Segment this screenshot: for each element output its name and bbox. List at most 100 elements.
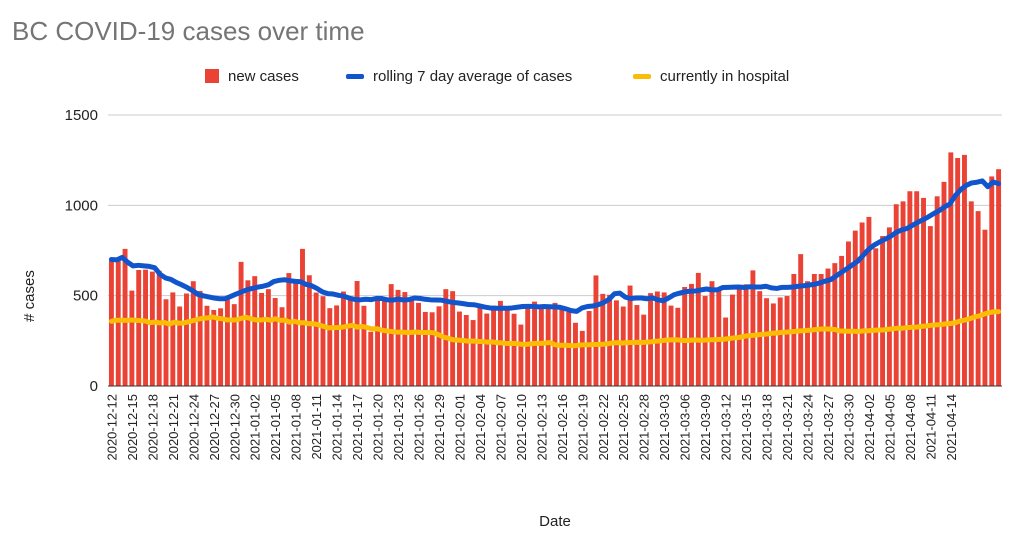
bar [962, 154, 967, 386]
bar [320, 296, 326, 386]
bar [832, 263, 838, 386]
bar [689, 283, 694, 386]
bar [914, 191, 920, 386]
x-tick-label: 2021-01-05 [268, 394, 283, 461]
bar [798, 254, 804, 386]
bar [805, 281, 810, 386]
bar [177, 306, 183, 386]
bar [122, 248, 128, 386]
bar [184, 293, 189, 386]
bar [900, 201, 906, 386]
bar [136, 270, 142, 386]
bar [839, 255, 845, 386]
bar [354, 281, 360, 386]
series-line-hospital [108, 309, 1002, 349]
legend-label: currently in hospital [660, 67, 790, 85]
chart-legend: new cases rolling 7 day average of cases… [0, 64, 1024, 88]
bar [395, 289, 401, 386]
bar [218, 308, 224, 386]
bar [573, 322, 578, 386]
bar [989, 176, 995, 386]
bar [156, 270, 162, 386]
bar [873, 248, 879, 386]
bar [259, 292, 265, 386]
x-tick-label: 2021-01-02 [248, 394, 263, 461]
bar [968, 201, 974, 386]
x-tick-label: 2021-01-29 [432, 394, 447, 461]
x-tick-label: 2021-02-01 [452, 394, 467, 461]
bar [409, 298, 415, 386]
bar [941, 181, 947, 386]
bar [143, 269, 148, 386]
legend-swatch-line [346, 73, 364, 79]
x-tick-label: 2021-02-07 [493, 394, 508, 461]
bar [641, 314, 647, 386]
y-axis-title: # cases [21, 270, 38, 322]
bar [477, 307, 483, 386]
y-tick-label: 500 [73, 288, 98, 305]
legend-item-new-cases[interactable]: new cases [205, 64, 299, 88]
bar [224, 297, 230, 386]
bar [375, 299, 381, 386]
bar [204, 305, 210, 386]
bar [955, 157, 961, 386]
bar [422, 311, 428, 386]
x-tick-label: 2021-03-21 [780, 394, 795, 461]
x-tick-label: 2021-01-08 [289, 394, 304, 461]
bar [470, 320, 476, 386]
bar [252, 276, 258, 386]
x-tick-label: 2021-03-09 [698, 394, 713, 461]
x-tick-label: 2021-03-12 [719, 394, 734, 461]
bar [709, 281, 715, 386]
x-tick-label: 2021-02-16 [555, 394, 570, 461]
bar [340, 291, 346, 386]
x-tick-label: 2021-01-11 [309, 394, 324, 460]
x-tick-label: 2021-02-28 [637, 394, 652, 461]
bar [996, 169, 1002, 386]
bar [750, 270, 756, 386]
bar [723, 317, 729, 386]
bar [934, 196, 940, 386]
legend-item-hospital[interactable]: currently in hospital [633, 64, 789, 88]
bar [170, 292, 176, 386]
x-tick-label: 2021-04-11 [923, 394, 938, 460]
bar [770, 303, 776, 386]
bar [634, 305, 640, 386]
bar [907, 191, 913, 386]
bar [313, 292, 319, 386]
bar [668, 305, 674, 386]
bar [593, 275, 599, 386]
x-tick-label: 2021-02-10 [514, 394, 529, 461]
x-tick-label: 2020-12-18 [145, 394, 160, 461]
bar [293, 283, 299, 386]
bar [682, 286, 688, 386]
bar [545, 308, 551, 386]
x-tick-label: 2020-12-30 [227, 394, 242, 461]
bar [845, 241, 851, 386]
bar [757, 291, 763, 386]
bar [511, 313, 517, 386]
bar [245, 280, 251, 386]
bar [880, 236, 886, 386]
bar [586, 311, 592, 386]
bar [764, 298, 770, 386]
bar [886, 227, 892, 386]
x-tick-label: 2021-02-13 [534, 394, 549, 461]
x-tick-label: 2021-01-23 [391, 394, 406, 461]
bar [948, 152, 954, 386]
bar [361, 305, 367, 386]
x-tick-label: 2021-04-14 [944, 394, 959, 461]
x-tick-label: 2020-12-12 [104, 394, 119, 461]
bar [163, 299, 169, 386]
bar [518, 324, 524, 386]
bar [334, 305, 340, 386]
bar [129, 290, 135, 386]
bar [381, 298, 387, 386]
bar [927, 226, 933, 386]
legend-item-rolling-average[interactable]: rolling 7 day average of cases [346, 64, 572, 88]
y-tick-label: 0 [90, 378, 98, 395]
bar [784, 296, 790, 386]
bar [327, 308, 333, 386]
bar [429, 312, 435, 386]
x-axis-title: Date [539, 513, 571, 530]
